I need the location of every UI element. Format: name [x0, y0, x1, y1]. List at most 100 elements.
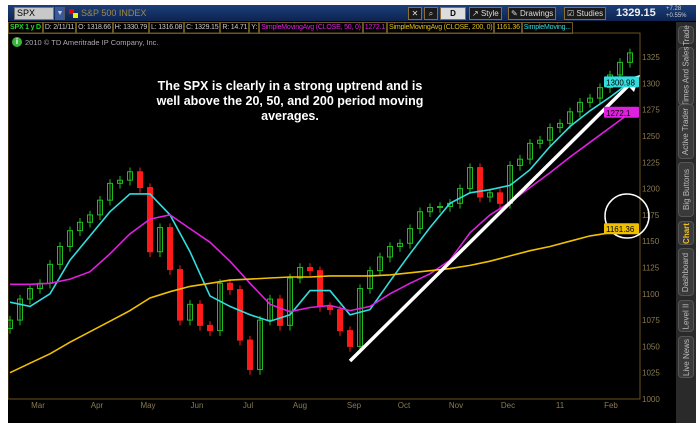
side-tab-big-buttons[interactable]: Big Buttons [678, 162, 694, 217]
candle-body [327, 305, 333, 311]
crosshair-icon[interactable]: ✕ [408, 7, 422, 20]
side-tab-trade[interactable]: Trade [678, 25, 694, 45]
candle-body [227, 282, 233, 291]
candle-body [367, 270, 373, 290]
candle-body [267, 298, 273, 321]
candle-body [477, 167, 483, 198]
side-tab-label: Chart [681, 222, 691, 244]
candle-body [157, 227, 163, 253]
candle-body [87, 214, 93, 223]
candle-body [467, 167, 473, 190]
price-label: 1161.36 [606, 225, 635, 234]
candle-body [237, 289, 243, 341]
candle-body [57, 245, 63, 265]
change-percent: +0.55% [666, 13, 687, 19]
x-tick-label: 11 [556, 401, 565, 410]
price-label-bg [604, 223, 639, 235]
side-tab-chart[interactable]: Chart [678, 221, 694, 245]
candle-body [107, 182, 113, 201]
sma-line-200 [9, 228, 631, 374]
y-tick-label: 1275 [642, 106, 660, 115]
candle-body [17, 298, 23, 321]
style-icon: ↗ [472, 9, 479, 18]
candle-body [427, 207, 433, 213]
candle-body [597, 87, 603, 99]
zoom-icon[interactable]: ⌕ [424, 7, 438, 20]
side-tab-active-trader[interactable]: Active Trader [678, 104, 694, 159]
highlight-circle [604, 193, 650, 239]
candle-body [217, 282, 223, 332]
x-tick-label: Aug [293, 401, 307, 410]
trend-arrow-line [348, 80, 634, 363]
style-button[interactable]: ↗ Style [469, 7, 502, 20]
y-tick-label: 1300 [642, 79, 660, 88]
x-tick-label: Sep [347, 401, 362, 410]
symbol-input[interactable]: SPX [14, 7, 54, 20]
studies-button[interactable]: ☑ Studies [564, 7, 607, 20]
candle-body [277, 298, 283, 326]
studies-label: Studies [576, 9, 604, 18]
candle-body [187, 303, 193, 321]
side-tab-label: Live News [681, 338, 691, 376]
candle-body [197, 303, 203, 326]
copyright: i 2010 © TD Ameritrade IP Company, Inc. [12, 37, 159, 47]
y-tick-label: 1250 [642, 132, 660, 141]
candle-body [8, 319, 13, 330]
price-chart[interactable]: 1000 1025 1050 1075 1100 1125 1150 1175 1200 1225… [8, 5, 696, 423]
sma-line-20 [9, 81, 631, 323]
x-tick-label: Apr [91, 401, 104, 410]
symbol-flag-icon [69, 9, 78, 18]
candle-body [387, 245, 393, 258]
candle-body [257, 319, 263, 371]
candle-body [167, 227, 173, 271]
candle-body [117, 179, 123, 184]
candle-body [527, 142, 533, 160]
y-tick-label: 1075 [642, 316, 660, 325]
candle-body [357, 288, 363, 347]
y-tick-label: 1000 [642, 395, 660, 404]
aggregation-button[interactable]: D [440, 7, 466, 20]
price-label: 1300.98 [606, 78, 635, 87]
candle-body [517, 158, 523, 166]
symbol-dropdown-button[interactable]: ▼ [55, 7, 65, 20]
candle-body [417, 211, 423, 230]
drawings-label: Drawings [519, 9, 554, 18]
side-tab-dashboard[interactable]: Dashboard [678, 248, 694, 296]
price-label: 1272.1 [606, 109, 631, 118]
info-icon[interactable]: i [12, 37, 22, 47]
last-price: 1329.15 [616, 7, 656, 19]
y-tick-label: 1025 [642, 369, 660, 378]
candle-body [177, 269, 183, 321]
candle-body [247, 339, 253, 371]
candle-body [537, 139, 543, 144]
side-tab-times-and-sales[interactable]: Times And Sales [678, 46, 694, 106]
x-tick-label: Dec [501, 401, 515, 410]
candle-body [287, 277, 293, 326]
candle-body [567, 111, 573, 124]
candle-body [297, 267, 303, 279]
candle-body [67, 230, 73, 247]
y-tick-label: 1125 [642, 264, 660, 273]
candle-body [397, 242, 403, 247]
side-tab-level-ii[interactable]: Level II [678, 300, 694, 332]
side-tab-label: Active Trader [681, 107, 691, 156]
candle-body [557, 122, 563, 129]
x-tick-label: Nov [449, 401, 463, 410]
side-tab-label: Big Buttons [681, 169, 691, 210]
pencil-icon: ✎ [511, 9, 518, 18]
studies-icon: ☑ [567, 9, 575, 18]
style-label: Style [480, 9, 499, 18]
x-tick-label: Mar [31, 401, 45, 410]
side-tab-label: Level II [681, 303, 691, 329]
change-value: +7.28 [666, 6, 682, 12]
candle-body [627, 52, 633, 63]
y-tick-label: 1225 [642, 158, 660, 167]
drawings-button[interactable]: ✎ Drawings [508, 7, 557, 20]
candle-body [77, 221, 83, 232]
chart-window: SPX ▼ S&P 500 INDEX ✕ ⌕ D ↗ Style ✎ Draw… [8, 5, 696, 423]
candle-body [27, 288, 33, 300]
side-tab-live-news[interactable]: Live News [678, 336, 694, 378]
candle-body [547, 127, 553, 141]
x-tick-label: Oct [398, 401, 411, 410]
candle-body [127, 171, 133, 181]
